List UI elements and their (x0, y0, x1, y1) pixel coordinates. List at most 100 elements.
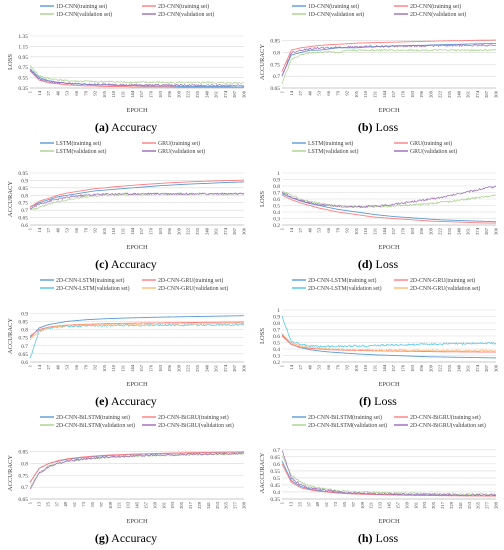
caption-text: Accuracy (108, 394, 157, 408)
x-axis-label: EPOCH (126, 381, 148, 388)
caption-text: Loss (372, 120, 399, 134)
x-tick-label: 1 (280, 227, 285, 230)
legend-entry: 2D-CNN-GRU(validation set) (410, 285, 480, 292)
x-tick-label: 300 (242, 90, 247, 98)
x-tick-label: 196 (167, 227, 172, 235)
x-axis-label: EPOCH (378, 518, 400, 525)
series-line (281, 39, 497, 72)
x-tick-label: 274 (475, 364, 480, 372)
x-tick-label: 300 (494, 227, 499, 235)
x-tick-label: 222 (438, 364, 443, 372)
y-tick-label: 0.2 (273, 223, 280, 229)
x-tick-label: 144 (382, 90, 387, 98)
x-tick-label: 157 (391, 90, 396, 98)
legend-entry: LSTM(training set) (56, 140, 101, 147)
x-tick-label: 92 (93, 227, 98, 232)
x-tick-label: 181 (161, 501, 166, 509)
x-tick-label: 235 (447, 90, 452, 98)
legend-entry: 2D-CNN-BiLSTM(training set) (56, 414, 130, 421)
x-tick-label: 157 (139, 227, 144, 235)
caption-letter: (b) (357, 120, 373, 134)
y-tick-label: 0.8 (21, 193, 28, 199)
x-tick-label: 61 (72, 501, 77, 506)
y-tick-label: 0.8 (273, 321, 280, 327)
series-line (281, 335, 497, 353)
series-line (29, 64, 245, 85)
x-tick-label: 121 (117, 501, 122, 509)
x-tick-label: 235 (195, 90, 200, 98)
x-tick-label: 144 (130, 364, 135, 372)
legend-entry: 1D-CNN(validation set) (56, 11, 112, 18)
series-line (29, 321, 245, 337)
x-tick-label: 300 (242, 364, 247, 372)
y-tick-label: 0.7 (273, 74, 280, 80)
y-tick-label: 0.8 (273, 51, 280, 57)
x-tick-label: 205 (179, 501, 184, 509)
x-tick-label: 287 (232, 227, 237, 235)
x-tick-label: 274 (475, 227, 480, 235)
y-tick-label: 1 (277, 308, 280, 314)
x-tick-label: 27 (298, 364, 303, 369)
x-tick-label: 131 (121, 90, 126, 98)
x-tick-label: 261 (466, 90, 471, 98)
legend-entry: GRU(training set) (158, 140, 200, 147)
y-tick-label: 0.3 (273, 217, 280, 223)
chart-caption: (a) Accuracy (0, 118, 252, 136)
x-tick-label: 40 (55, 90, 60, 95)
x-tick-label: 53 (65, 90, 70, 95)
legend-entry: 1D-CNN(training set) (56, 3, 107, 10)
y-tick-label: 0.75 (18, 473, 28, 479)
y-tick-label: 0.65 (18, 497, 28, 503)
x-tick-label: 289 (242, 501, 247, 509)
x-tick-label: 235 (195, 364, 200, 372)
series-line (29, 315, 245, 338)
x-tick-label: 287 (484, 364, 489, 372)
x-tick-label: 27 (46, 90, 51, 95)
series-line (281, 450, 497, 497)
legend-entry: 2D-CNN-BiGRU(training set) (158, 414, 229, 421)
y-tick-label: 0.5 (273, 476, 280, 482)
x-tick-label: 49 (315, 501, 320, 506)
y-axis-label: LOSS (259, 328, 266, 344)
x-tick-label: 183 (158, 227, 163, 235)
y-tick-label: 0.6 (273, 197, 280, 203)
x-axis-label: EPOCH (378, 381, 400, 388)
x-tick-label: 209 (176, 227, 181, 235)
x-tick-label: 92 (345, 364, 350, 369)
y-tick-label: 0.4 (273, 347, 280, 353)
series-line (29, 323, 245, 359)
x-tick-label: 1 (280, 90, 285, 93)
x-tick-label: 248 (456, 227, 461, 235)
legend-entry: GRU(validation set) (410, 148, 457, 155)
x-tick-label: 274 (475, 90, 480, 98)
x-tick-label: 222 (186, 227, 191, 235)
chart-panel: 0.95 0.9 0.85 0.8 0.75 0.7 0.65 0.6 1 14 27 40 53 66 7… (0, 137, 252, 274)
x-tick-label: 40 (55, 364, 60, 369)
x-tick-label: 196 (419, 364, 424, 372)
legend-entry: 2D-CNN-BiLSTM(validation set) (308, 422, 387, 429)
y-tick-label: 0.65 (18, 216, 28, 222)
x-axis-label: EPOCH (126, 244, 148, 251)
x-tick-label: 229 (197, 501, 202, 509)
x-tick-label: 14 (289, 364, 294, 369)
legend-entry: 2D-CNN(training set) (410, 3, 461, 10)
x-tick-label: 53 (65, 364, 70, 369)
x-tick-label: 248 (204, 364, 209, 372)
chart-caption: (d) Loss (252, 255, 504, 273)
x-tick-label: 14 (289, 90, 294, 95)
x-tick-label: 79 (83, 364, 88, 369)
x-tick-label: 183 (410, 90, 415, 98)
legend-entry: 2D-CNN(validation set) (410, 11, 466, 18)
x-tick-label: 193 (170, 501, 175, 509)
y-tick-label: 0.95 (18, 171, 28, 177)
x-tick-label: 277 (233, 501, 238, 509)
y-tick-label: 0.6 (273, 462, 280, 468)
line-chart: 0.85 0.8 0.75 0.7 0.651 13 25 37 49 61 73 85 97 109 12… (7, 414, 247, 525)
x-tick-label: 53 (317, 364, 322, 369)
x-tick-label: 169 (152, 501, 157, 509)
x-tick-label: 118 (363, 90, 368, 97)
x-tick-label: 157 (395, 501, 400, 509)
caption-letter: (d) (357, 257, 373, 271)
x-tick-label: 248 (456, 364, 461, 372)
x-tick-label: 133 (378, 501, 383, 509)
